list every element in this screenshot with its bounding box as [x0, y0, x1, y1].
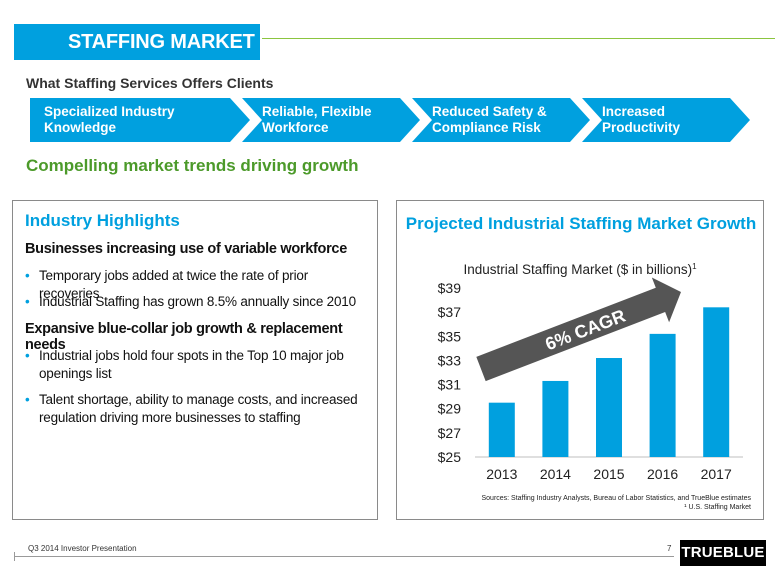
footer-rule [14, 556, 674, 557]
y-tick-label: $29 [438, 401, 462, 417]
header-rule [262, 38, 775, 39]
bar [488, 402, 515, 457]
market-growth-chart: Industrial Staffing Market ($ in billion… [438, 262, 743, 482]
bullet-dot-icon: • [25, 268, 30, 283]
bullet-text: Industrial jobs hold four spots in the T… [39, 348, 344, 381]
chart-panel-title: Projected Industrial Staffing Market Gro… [405, 214, 757, 233]
chevron-reduced-risk: Reduced Safety & Compliance Risk [412, 98, 590, 142]
offers-heading: What Staffing Services Offers Clients [26, 75, 274, 91]
x-tick-label: 2016 [647, 466, 678, 482]
y-tick-label: $25 [438, 449, 462, 465]
bullet-dot-icon: • [25, 294, 30, 309]
highlight-bullet: • Industrial jobs hold four spots in the… [25, 347, 370, 383]
chevron-label-line1: Specialized Industry [44, 104, 175, 119]
highlights-title: Industry Highlights [25, 211, 180, 230]
highlight-bullet: • Talent shortage, ability to manage cos… [25, 391, 370, 427]
sources-text: Sources: Staffing Industry Analysts, Bur… [481, 495, 751, 502]
highlights-section-2: Expansive blue-collar job growth & repla… [25, 321, 343, 353]
chevron-label-line2: Productivity [602, 120, 681, 135]
y-tick-label: $33 [438, 352, 462, 368]
trends-heading: Compelling market trends driving growth [26, 156, 359, 175]
chevron-label-line2: Workforce [262, 120, 329, 135]
bullet-dot-icon: • [25, 348, 30, 363]
bar [703, 307, 730, 457]
market-growth-panel: Projected Industrial Staffing Market Gro… [396, 200, 764, 520]
chevron-label-line1: Increased [602, 104, 666, 119]
cagr-arrow-shape [476, 277, 681, 382]
chevron-label-line2: Compliance Risk [432, 120, 541, 135]
y-tick-label: $37 [438, 304, 462, 320]
footer-text: Q3 2014 Investor Presentation [28, 544, 137, 553]
x-tick-label: 2013 [486, 466, 517, 482]
bar [596, 358, 622, 457]
x-tick-label: 2017 [701, 466, 732, 482]
bar [542, 380, 569, 457]
trueblue-logo: TRUEBLUE [680, 540, 766, 566]
chevron-increased-productivity: Increased Productivity [582, 98, 750, 142]
offers-chevron-row: Specialized Industry Knowledge Reliable,… [30, 98, 750, 142]
chart-title: Industrial Staffing Market ($ in billion… [463, 262, 697, 277]
y-tick-label: $39 [438, 280, 462, 296]
page-number: 7 [667, 544, 672, 553]
bullet-dot-icon: • [25, 392, 30, 407]
chevron-reliable-workforce: Reliable, Flexible Workforce [242, 98, 420, 142]
chevron-label-line1: Reliable, Flexible [262, 104, 372, 119]
y-tick-label: $27 [438, 425, 462, 441]
chevron-label-line2: Knowledge [44, 120, 117, 135]
x-tick-label: 2015 [593, 466, 624, 482]
bullet-text: Talent shortage, ability to manage costs… [39, 392, 358, 425]
x-tick-label: 2014 [540, 466, 571, 482]
y-tick-label: $31 [438, 377, 462, 393]
y-tick-label: $35 [438, 328, 462, 344]
highlights-section-1: Businesses increasing use of variable wo… [25, 241, 347, 257]
chart-title-superscript: 1 [692, 262, 697, 271]
footnote-text: ¹ U.S. Staffing Market [684, 504, 751, 511]
bullet-text: Industrial Staffing has grown 8.5% annua… [39, 294, 356, 309]
chevron-specialized-knowledge: Specialized Industry Knowledge [30, 98, 250, 142]
chevron-label-line1: Reduced Safety & [432, 104, 547, 119]
chart-sources: Sources: Staffing Industry Analysts, Bur… [481, 494, 751, 512]
bar [649, 333, 676, 457]
highlight-bullet: • Industrial Staffing has grown 8.5% ann… [25, 293, 370, 311]
page-title: STAFFING MARKET [14, 24, 260, 60]
industry-highlights-panel: Industry Highlights Businesses increasin… [12, 200, 378, 520]
highlight-bullet: • Temporary jobs added at twice the rate… [25, 267, 370, 303]
footer-tick [14, 552, 15, 561]
bullet-text: Temporary jobs added at twice the rate o… [39, 268, 308, 301]
